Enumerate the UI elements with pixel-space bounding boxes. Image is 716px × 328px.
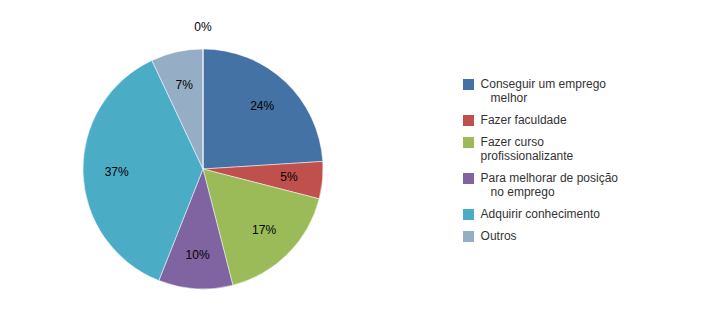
svg-text:37%: 37%: [105, 165, 129, 179]
html-text:no emprego: no emprego: [480, 185, 555, 199]
svg-text:24%: 24%: [250, 99, 274, 113]
html-text:Fazer curso: Fazer curso: [480, 135, 544, 149]
svg-text:0%: 0%: [194, 20, 212, 34]
html-text:Conseguir um emprego: Conseguir um emprego: [480, 77, 606, 91]
html-text:Outros: Outros: [480, 229, 517, 243]
html-text:profissionalizante: profissionalizante: [480, 149, 574, 163]
svg-text:17%: 17%: [252, 223, 276, 237]
svg-text:5%: 5%: [280, 170, 298, 184]
html-text:Fazer faculdade: Fazer faculdade: [480, 113, 567, 127]
html-text:melhor: melhor: [480, 91, 528, 105]
html-text:Para melhorar de posição: Para melhorar de posição: [480, 171, 618, 185]
html-text:Adquirir conhecimento: Adquirir conhecimento: [480, 207, 600, 221]
svg-text:7%: 7%: [175, 78, 193, 92]
svg-text:10%: 10%: [186, 248, 210, 262]
